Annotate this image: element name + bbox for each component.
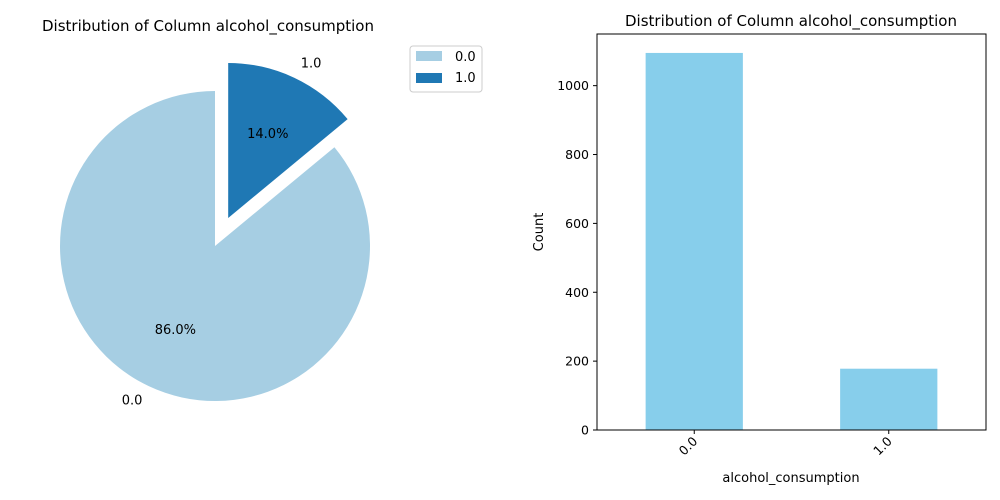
bar-0.0 xyxy=(645,52,743,431)
bar-title: Distribution of Column alcohol_consumpti… xyxy=(625,12,957,31)
bar-1.0 xyxy=(840,368,938,430)
legend-swatch-1 xyxy=(416,73,442,83)
y-tick-label-1: 200 xyxy=(565,354,589,369)
legend-label-0: 0.0 xyxy=(455,50,476,65)
y-tick-label-2: 400 xyxy=(565,285,589,300)
pie-title: Distribution of Column alcohol_consumpti… xyxy=(42,17,374,36)
y-tick-label-3: 600 xyxy=(565,216,589,231)
pie-slice-0.0 xyxy=(60,91,371,401)
x-tick-label-0: 0.0 xyxy=(676,433,701,458)
y-axis-label: Count xyxy=(532,213,547,252)
pie-percent-label-0.0: 86.0% xyxy=(155,323,196,338)
plot-frame xyxy=(596,33,987,431)
y-tick-label-4: 800 xyxy=(565,147,589,162)
bars xyxy=(645,52,938,431)
pie-slices xyxy=(60,62,371,401)
pie-category-label-0.0: 0.0 xyxy=(122,393,143,408)
pie-labels: 86.0% 0.0 14.0% 1.0 xyxy=(122,57,322,409)
y-axis-ticks: 0 200 400 600 800 1000 xyxy=(557,78,597,438)
legend-swatch-0 xyxy=(416,51,442,61)
x-axis-ticks: 0.0 1.0 xyxy=(676,430,895,458)
x-tick-label-1: 1.0 xyxy=(870,433,895,458)
pie-percent-label-1.0: 14.0% xyxy=(247,127,288,142)
y-tick-label-0: 0 xyxy=(581,423,589,438)
bar-chart: Distribution of Column alcohol_consumpti… xyxy=(532,12,987,486)
y-tick-label-5: 1000 xyxy=(557,78,589,93)
pie-legend: 0.0 1.0 xyxy=(409,45,483,93)
pie-chart: Distribution of Column alcohol_consumpti… xyxy=(42,17,483,409)
pie-slice-1.0 xyxy=(228,62,348,218)
legend-label-1: 1.0 xyxy=(455,71,476,86)
pie-category-label-1.0: 1.0 xyxy=(301,57,322,72)
x-axis-label: alcohol_consumption xyxy=(722,471,859,486)
